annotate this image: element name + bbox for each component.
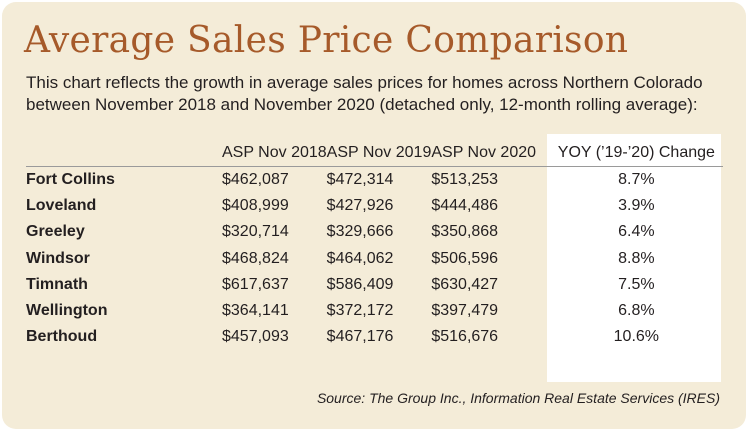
table-row: Greeley $320,714 $329,666 $350,868 6.4% bbox=[26, 219, 723, 245]
table-row: Fort Collins $462,087 $472,314 $513,253 … bbox=[26, 167, 723, 194]
asp-2019-cell: $467,176 bbox=[326, 328, 394, 346]
asp-2019-cell: $464,062 bbox=[326, 249, 394, 267]
asp-2019-cell: $586,409 bbox=[326, 275, 394, 293]
column-header-asp-2019: ASP Nov 2019 bbox=[326, 140, 432, 167]
source-note: Source: The Group Inc., Information Real… bbox=[316, 390, 720, 406]
asp-2018-cell: $457,093 bbox=[222, 328, 289, 346]
asp-2020-cell: $516,676 bbox=[431, 328, 499, 346]
city-cell: Windsor bbox=[26, 249, 90, 267]
chart-title: Average Sales Price Comparison bbox=[24, 20, 629, 61]
asp-2018-cell: $462,087 bbox=[222, 171, 289, 189]
yoy-change-cell: 3.9% bbox=[618, 197, 655, 215]
asp-2018-cell: $468,824 bbox=[222, 249, 289, 267]
city-cell: Greeley bbox=[26, 223, 85, 241]
city-cell: Loveland bbox=[26, 197, 97, 215]
city-cell: Berthoud bbox=[26, 328, 98, 346]
column-header-city bbox=[26, 140, 222, 167]
yoy-change-cell: 8.7% bbox=[618, 171, 655, 189]
yoy-change-cell: 8.8% bbox=[618, 249, 655, 267]
column-header-yoy-change: YOY (’19-’20) Change bbox=[549, 140, 724, 167]
asp-2020-cell: $513,253 bbox=[431, 171, 499, 189]
asp-2018-cell: $408,999 bbox=[222, 197, 289, 215]
asp-2019-cell: $472,314 bbox=[326, 171, 394, 189]
table-row: Loveland $408,999 $427,926 $444,486 3.9% bbox=[26, 193, 723, 219]
asp-2020-cell: $397,479 bbox=[431, 302, 499, 320]
column-header-asp-2018: ASP Nov 2018 bbox=[222, 140, 327, 167]
table-row: Windsor $468,824 $464,062 $506,596 8.8% bbox=[26, 246, 723, 272]
asp-2020-cell: $350,868 bbox=[431, 223, 499, 241]
city-cell: Fort Collins bbox=[26, 171, 115, 189]
city-cell: Timnath bbox=[26, 275, 88, 293]
asp-2018-cell: $617,637 bbox=[222, 275, 289, 293]
asp-2018-cell: $320,714 bbox=[222, 223, 289, 241]
yoy-change-cell: 7.5% bbox=[618, 275, 655, 293]
asp-2019-cell: $427,926 bbox=[326, 197, 394, 215]
asp-2020-cell: $630,427 bbox=[431, 275, 499, 293]
asp-2019-cell: $372,172 bbox=[326, 302, 394, 320]
asp-2020-cell: $444,486 bbox=[431, 197, 499, 215]
yoy-change-cell: 6.4% bbox=[618, 223, 655, 241]
yoy-column-highlight bbox=[547, 134, 721, 382]
asp-2020-cell: $506,596 bbox=[431, 249, 499, 267]
table-row: Wellington $364,141 $372,172 $397,479 6.… bbox=[26, 298, 723, 324]
table-row: Timnath $617,637 $586,409 $630,427 7.5% bbox=[26, 272, 723, 298]
table-header-row: ASP Nov 2018 ASP Nov 2019 ASP Nov 2020 Y… bbox=[26, 140, 724, 167]
table-row: Berthoud $457,093 $467,176 $516,676 10.6… bbox=[26, 324, 723, 350]
chart-description: This chart reflects the growth in averag… bbox=[26, 73, 703, 114]
column-header-asp-2020: ASP Nov 2020 bbox=[431, 140, 550, 167]
asp-2018-cell: $364,141 bbox=[222, 302, 289, 320]
city-cell: Wellington bbox=[26, 302, 108, 320]
yoy-change-cell: 6.8% bbox=[618, 302, 655, 320]
price-table: ASP Nov 2018 ASP Nov 2019 ASP Nov 2020 Y… bbox=[26, 140, 724, 350]
yoy-change-cell: 10.6% bbox=[613, 328, 660, 346]
asp-2019-cell: $329,666 bbox=[326, 223, 394, 241]
